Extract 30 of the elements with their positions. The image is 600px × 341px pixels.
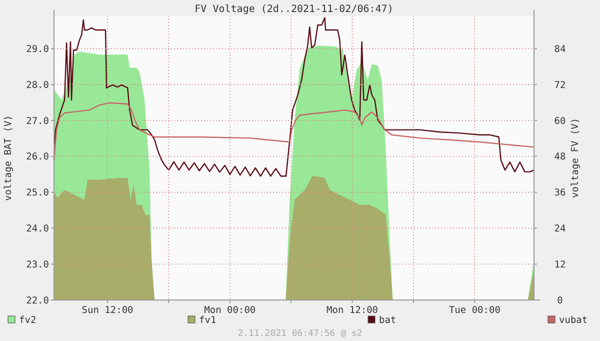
- y-tick-label: 29.0: [26, 44, 50, 55]
- y2-tick-label: 12: [554, 259, 566, 270]
- y-tick-label: 25.0: [26, 188, 50, 199]
- x-tick-label: Tue 00:00: [448, 305, 501, 316]
- y2-tick-label: 60: [554, 116, 566, 127]
- legend-label: fv1: [199, 315, 216, 326]
- y2-tick-label: 0: [557, 295, 564, 306]
- y2-axis-title: voltage FV (V): [570, 118, 581, 198]
- y2-tick-label: 24: [554, 224, 566, 234]
- y-tick-label: 23.0: [26, 259, 50, 270]
- legend-label: vubat: [559, 315, 588, 326]
- y-tick-label: 26.0: [26, 152, 50, 163]
- y2-tick-label: 48: [554, 152, 566, 163]
- line-series: [53, 17, 535, 177]
- legend-label: fv2: [19, 315, 36, 326]
- y2-tick-label: 72: [554, 80, 566, 91]
- y-tick-label: 27.0: [26, 116, 50, 127]
- y-tick-label: 28.0: [26, 80, 50, 91]
- x-tick-label: Mon 00:00: [204, 305, 256, 316]
- y-axis-title: voltage BAT (V): [3, 115, 14, 201]
- x-tick-label: Sun 12:00: [82, 305, 134, 316]
- line-series: [53, 102, 535, 161]
- x-tick-label: Mon 12:00: [326, 305, 378, 316]
- y-tick-label: 24.0: [26, 224, 50, 235]
- legend-label: bat: [379, 315, 396, 326]
- chart-title: FV Voltage (2d..2021-11-02/06:47): [194, 4, 394, 15]
- y2-tick-label: 36: [554, 188, 566, 199]
- y-tick-label: 22.0: [26, 295, 50, 306]
- y2-tick-label: 84: [554, 44, 566, 55]
- text: 2.11.2021 06:47:56 @ s2: [238, 329, 362, 339]
